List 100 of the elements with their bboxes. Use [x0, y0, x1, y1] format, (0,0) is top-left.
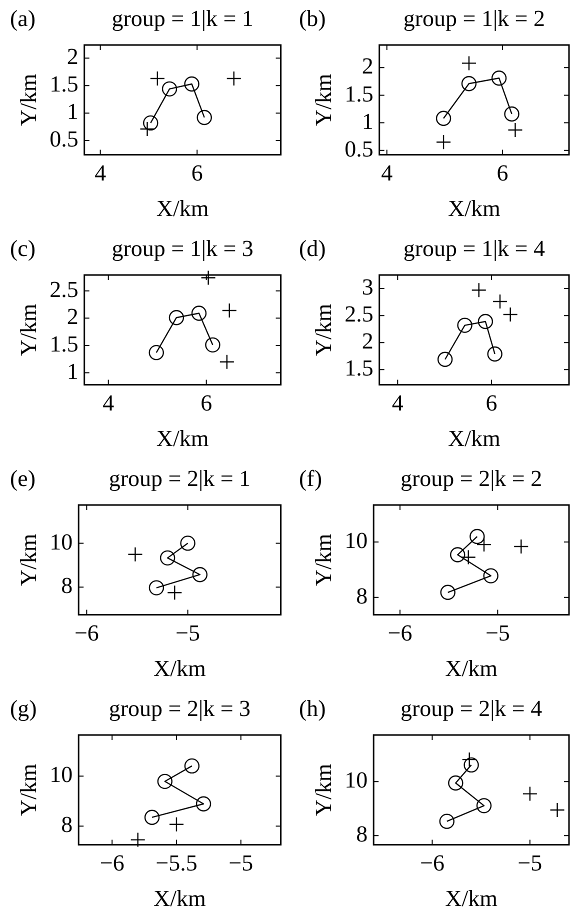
- point: [150, 70, 166, 86]
- x-tick-label: −6: [100, 850, 124, 876]
- x-axis-title: X/km: [445, 886, 498, 912]
- y-axis-title: Y/km: [16, 74, 41, 126]
- text: (b): [299, 6, 326, 32]
- point: [148, 344, 164, 360]
- point: [476, 798, 492, 814]
- point: [226, 70, 242, 86]
- point: [448, 775, 464, 791]
- y-tick-label: 2: [66, 44, 78, 70]
- point: [491, 70, 507, 86]
- point: [522, 786, 538, 802]
- point: [144, 810, 160, 825]
- point: [502, 306, 518, 322]
- point: [439, 814, 454, 829]
- point: [184, 758, 200, 774]
- point: [457, 318, 472, 333]
- x-tick-label: −6: [388, 620, 412, 646]
- point: [192, 567, 208, 582]
- y-axis-title: Y/km: [16, 534, 41, 586]
- x-tick-label: −6: [74, 620, 99, 646]
- y-tick-label: 8: [61, 812, 73, 838]
- y-tick-label: 2.5: [344, 302, 374, 327]
- y-tick-label: 10: [50, 762, 73, 788]
- y-tick-label: 1.5: [50, 332, 78, 357]
- point: [222, 302, 237, 318]
- point: [440, 584, 456, 600]
- y-tick-label: 2: [362, 328, 374, 354]
- point: [180, 536, 196, 551]
- y-tick-label: 2: [362, 54, 374, 79]
- y-tick-label: 1: [66, 358, 78, 384]
- point: [550, 802, 565, 818]
- x-tick-label: 6: [486, 390, 498, 416]
- text: (h): [299, 696, 326, 722]
- point: [508, 122, 523, 138]
- text: (g): [10, 696, 37, 722]
- x-axis-title: X/km: [445, 656, 498, 682]
- y-axis-title: Y/km: [16, 304, 41, 356]
- point: [461, 76, 477, 92]
- x-tick-label: −5: [176, 620, 200, 646]
- point: [504, 106, 520, 122]
- text: (f): [299, 466, 322, 492]
- chart-title: group = 1|k = 1: [112, 6, 254, 32]
- x-axis-title: X/km: [154, 886, 206, 912]
- x-tick-label: 6: [496, 160, 508, 186]
- point: [514, 538, 529, 554]
- point: [437, 352, 453, 367]
- point: [196, 796, 212, 812]
- chart-title: group = 2|k = 3: [108, 696, 251, 722]
- text: (a): [10, 6, 36, 32]
- x-tick-label: −5: [228, 850, 254, 876]
- text: (d): [299, 236, 326, 262]
- x-tick-label: 4: [392, 390, 404, 416]
- point: [162, 81, 178, 97]
- y-tick-label: 1: [66, 99, 78, 124]
- chart-title: group = 1|k = 2: [403, 6, 546, 32]
- point: [478, 314, 494, 330]
- x-tick-label: −5.5: [156, 850, 198, 876]
- point: [191, 306, 207, 321]
- y-tick-label: 2.5: [50, 276, 78, 302]
- y-axis-title: Y/km: [310, 764, 336, 816]
- x-axis-title: X/km: [156, 196, 209, 222]
- y-tick-label: 10: [344, 768, 368, 793]
- point: [464, 757, 479, 773]
- x-tick-label: 6: [200, 390, 212, 416]
- point: [436, 134, 452, 150]
- y-tick-label: 10: [50, 529, 73, 554]
- chart-title: group = 1|k = 4: [403, 236, 546, 262]
- x-tick-label: 4: [94, 160, 107, 186]
- y-tick-label: 1.5: [50, 72, 78, 97]
- y-tick-label: 3: [362, 274, 374, 300]
- x-axis-title: X/km: [448, 196, 500, 222]
- point: [487, 346, 502, 362]
- y-tick-label: 1.5: [344, 81, 374, 106]
- x-tick-label: 4: [102, 390, 115, 416]
- y-tick-label: 8: [356, 583, 368, 608]
- point: [461, 56, 477, 71]
- point: [450, 547, 466, 562]
- point: [476, 536, 492, 552]
- y-axis-title: Y/km: [16, 764, 41, 816]
- text: (e): [10, 466, 36, 492]
- chart-title: group = 1|k = 3: [112, 236, 254, 262]
- point: [148, 580, 164, 596]
- point: [168, 816, 184, 832]
- x-axis-title: X/km: [448, 426, 500, 452]
- point: [196, 110, 212, 126]
- point: [205, 337, 220, 353]
- y-tick-label: 1.5: [344, 356, 374, 381]
- point: [168, 310, 184, 326]
- x-tick-label: −5: [518, 850, 542, 876]
- point: [157, 774, 172, 790]
- chart-title: group = 2|k = 1: [108, 466, 251, 492]
- y-tick-label: 8: [61, 573, 73, 598]
- y-tick-label: 1: [362, 108, 374, 134]
- x-tick-label: 4: [381, 160, 394, 186]
- x-tick-label: −5: [485, 620, 510, 646]
- y-tick-label: 2: [66, 304, 78, 330]
- point: [470, 528, 485, 544]
- x-axis-title: X/km: [154, 656, 206, 682]
- chart-title: group = 2|k = 2: [400, 466, 542, 492]
